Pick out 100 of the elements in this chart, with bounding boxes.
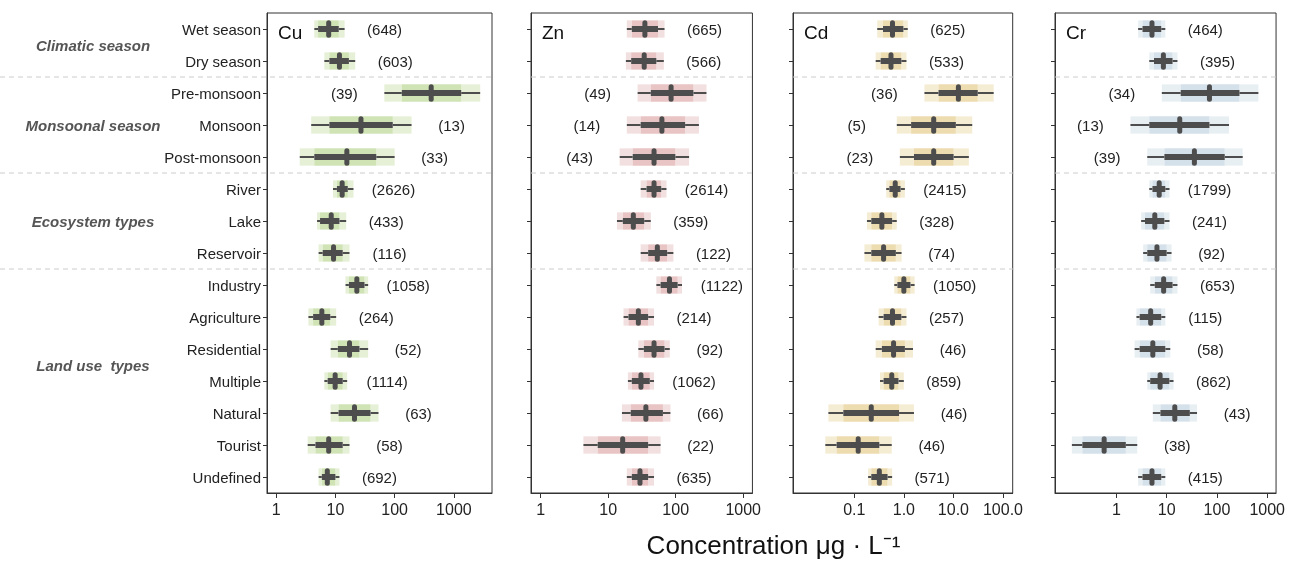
text: (1050) bbox=[932, 276, 977, 294]
text: (46) bbox=[939, 340, 967, 358]
text: (648) bbox=[367, 20, 403, 38]
text: (1058) bbox=[386, 276, 430, 294]
text: (63) bbox=[405, 404, 432, 422]
text: (52) bbox=[394, 340, 422, 358]
text: (22) bbox=[687, 436, 714, 454]
text: (36) bbox=[871, 84, 898, 102]
text: (33) bbox=[421, 148, 448, 166]
text: (214) bbox=[676, 308, 712, 326]
text: Climatic season bbox=[35, 36, 151, 54]
y-tick-label: Undefined bbox=[192, 468, 261, 486]
text: (464) bbox=[1187, 20, 1223, 38]
x-tick-label: 1.0 bbox=[892, 500, 916, 518]
text: (533) bbox=[928, 52, 964, 70]
x-tick-label: 100 bbox=[1203, 500, 1231, 518]
text: Ecosystem types bbox=[31, 212, 155, 230]
text: (603) bbox=[377, 52, 413, 70]
y-tick-label: Lake bbox=[228, 212, 261, 230]
text: Monsoonal season bbox=[25, 116, 161, 134]
text: (328) bbox=[919, 212, 955, 230]
text: (43) bbox=[566, 148, 593, 166]
x-tick-label: 1 bbox=[1111, 500, 1121, 518]
text: (2614) bbox=[684, 180, 729, 198]
x-tick-label: 1 bbox=[536, 500, 546, 518]
text: Cu bbox=[278, 22, 303, 43]
text: (2415) bbox=[923, 180, 967, 198]
text: (395) bbox=[1199, 52, 1235, 70]
y-tick-label: Dry season bbox=[185, 52, 261, 70]
text: (415) bbox=[1187, 468, 1223, 486]
x-tick-label: 1000 bbox=[725, 500, 762, 518]
text: (66) bbox=[697, 404, 724, 422]
x-tick-label: 10 bbox=[326, 500, 345, 518]
text: (38) bbox=[1163, 436, 1191, 454]
y-tick-label: Reservoir bbox=[196, 244, 261, 262]
x-tick-label: 0.1 bbox=[843, 500, 866, 518]
text: (46) bbox=[918, 436, 946, 454]
text: (2626) bbox=[371, 180, 416, 198]
x-tick-label: 10.0 bbox=[937, 500, 970, 518]
text: (859) bbox=[926, 372, 962, 390]
text: (39) bbox=[331, 84, 358, 102]
text: (1122) bbox=[700, 276, 744, 294]
text: (635) bbox=[676, 468, 712, 486]
x-tick-label: 1000 bbox=[1249, 500, 1286, 518]
text: (862) bbox=[1196, 372, 1232, 390]
x-tick-label: 10 bbox=[1157, 500, 1176, 518]
x-axis-title: Concentration μg · L⁻¹ bbox=[645, 529, 902, 562]
text: (1062) bbox=[672, 372, 716, 390]
y-tick-label: River bbox=[225, 180, 261, 198]
text: (433) bbox=[368, 212, 404, 230]
text: (14) bbox=[573, 116, 601, 134]
text: Zn bbox=[542, 22, 565, 43]
text: (116) bbox=[372, 244, 407, 262]
text: (43) bbox=[1223, 404, 1251, 422]
text: (625) bbox=[930, 20, 966, 38]
text: Cr bbox=[1066, 22, 1087, 43]
text: (665) bbox=[687, 20, 723, 38]
y-tick-label: Post-monsoon bbox=[164, 148, 261, 166]
text: (359) bbox=[673, 212, 709, 230]
text: (1114) bbox=[366, 372, 408, 390]
x-tick-label: 100 bbox=[662, 500, 690, 518]
text: (13) bbox=[438, 116, 465, 134]
text: (1799) bbox=[1187, 180, 1232, 198]
text: (122) bbox=[695, 244, 731, 262]
text: (92) bbox=[1198, 244, 1225, 262]
text: (34) bbox=[1108, 84, 1136, 102]
y-tick-label: Natural bbox=[212, 404, 261, 422]
text: (92) bbox=[696, 340, 724, 358]
y-tick-label: Industry bbox=[207, 276, 262, 294]
text: (58) bbox=[376, 436, 403, 454]
text: (566) bbox=[686, 52, 722, 70]
text: (115) bbox=[1188, 308, 1223, 326]
text: (257) bbox=[928, 308, 964, 326]
text: (571) bbox=[914, 468, 950, 486]
text: (74) bbox=[928, 244, 955, 262]
x-tick-label: 1 bbox=[271, 500, 281, 518]
text: Cd bbox=[804, 22, 829, 43]
y-tick-label: Multiple bbox=[209, 372, 261, 390]
x-tick-label: 10 bbox=[599, 500, 618, 518]
text: (264) bbox=[358, 308, 394, 326]
y-tick-label: Pre-monsoon bbox=[170, 84, 261, 102]
text: (241) bbox=[1192, 212, 1228, 230]
y-tick-label: Wet season bbox=[182, 20, 261, 38]
text: (13) bbox=[1077, 116, 1104, 134]
x-tick-label: 100.0 bbox=[982, 500, 1024, 518]
text: Land use types bbox=[36, 356, 150, 374]
text: (692) bbox=[361, 468, 397, 486]
text: (23) bbox=[846, 148, 874, 166]
y-tick-label: Residential bbox=[186, 340, 261, 358]
y-tick-label: Monsoon bbox=[199, 116, 261, 134]
text: (653) bbox=[1199, 276, 1235, 294]
text: (5) bbox=[847, 116, 866, 134]
y-tick-label: Agriculture bbox=[189, 308, 261, 326]
x-tick-label: 100 bbox=[381, 500, 409, 518]
y-tick-label: Tourist bbox=[216, 436, 262, 454]
text: (49) bbox=[584, 84, 611, 102]
text: (39) bbox=[1093, 148, 1121, 166]
text: (46) bbox=[940, 404, 968, 422]
text: (58) bbox=[1196, 340, 1224, 358]
x-tick-label: 1000 bbox=[436, 500, 472, 518]
